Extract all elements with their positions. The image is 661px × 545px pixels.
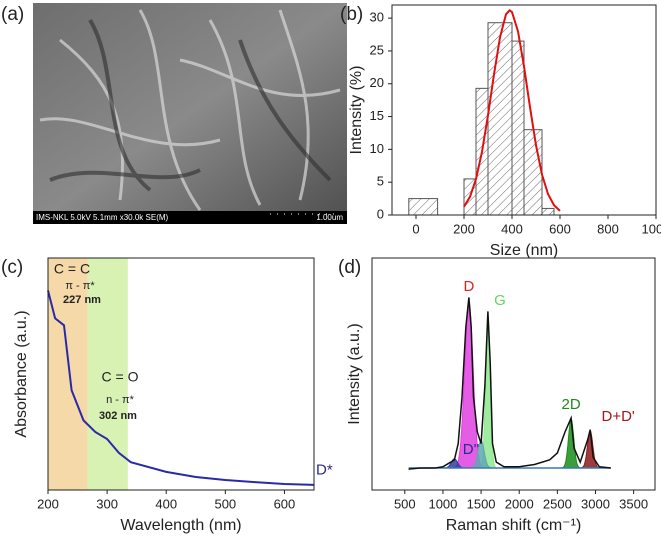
x-tick-label: 2000 <box>505 496 534 511</box>
peak-label: D* <box>316 462 333 479</box>
x-axis-label: Raman shift (cm⁻¹) <box>446 517 582 534</box>
peak-label: D <box>463 278 474 295</box>
scale-bar-label: 1.00um <box>316 213 343 222</box>
x-tick-label: 500 <box>214 496 236 511</box>
histogram-bar <box>523 129 543 216</box>
peak-label: 2D <box>561 396 580 413</box>
x-tick-label: 0 <box>412 221 419 236</box>
histogram-bar <box>541 207 555 216</box>
wavelength-band <box>48 258 88 490</box>
sem-image: IMS-NKL 5.0kV 5.1mm x30.0k SE(M) 1.00um <box>33 3 347 224</box>
panel-label: (d) <box>338 257 361 278</box>
y-tick-label: 0 <box>377 206 384 221</box>
y-axis-label: Absorbance (a.u.) <box>13 310 30 437</box>
x-tick-label: 400 <box>501 221 523 236</box>
annotation: C = C <box>54 261 90 277</box>
x-tick-label: 800 <box>597 221 619 236</box>
y-axis-label: Intensity (%) <box>348 66 365 155</box>
x-tick-label: 200 <box>37 496 59 511</box>
annotation: π - π* <box>65 280 95 292</box>
annotation: 227 nm <box>63 294 101 306</box>
x-tick-label: 2500 <box>543 496 572 511</box>
chart-panel: 500 1000 1500 2000 2500 3000 3500 Raman shift (… <box>316 257 656 534</box>
peak-label: G <box>494 292 506 309</box>
fit-component <box>559 418 582 469</box>
x-axis-label: Size (nm) <box>490 242 558 259</box>
fit-component <box>578 429 601 469</box>
x-axis-label: Wavelength (nm) <box>120 517 241 534</box>
fit-curve <box>463 8 561 212</box>
panel-label: (c) <box>1 257 23 278</box>
x-tick-label: 1000 <box>428 496 457 511</box>
x-tick-label: 500 <box>394 496 416 511</box>
y-tick-label: 30 <box>370 10 384 25</box>
y-tick-label: 10 <box>370 141 384 156</box>
peak-label: D'' <box>463 441 480 458</box>
y-axis-label: Intensity (a.u.) <box>346 323 363 424</box>
absorbance-line <box>47 290 315 486</box>
plot-frame <box>391 4 657 216</box>
histogram-bar <box>511 40 525 216</box>
plot-frame <box>371 257 656 491</box>
y-tick-label: 20 <box>370 75 384 90</box>
x-tick-label: 400 <box>155 496 177 511</box>
annotation: 302 nm <box>99 410 137 422</box>
panel-label: (a) <box>1 4 24 25</box>
x-tick-label: 600 <box>549 221 571 236</box>
sem-caption: IMS-NKL 5.0kV 5.1mm x30.0k SE(M) <box>36 213 169 222</box>
x-tick-label: 3500 <box>619 496 648 511</box>
x-tick-label: 600 <box>274 496 296 511</box>
panel-label: (b) <box>340 4 363 25</box>
histogram-bar <box>408 198 439 216</box>
chart-panel: 200 300 400 500 600 Wavelength (nm) Absorbance… <box>13 257 315 534</box>
y-tick-label: 15 <box>370 108 384 123</box>
x-tick-label: 300 <box>96 496 118 511</box>
x-tick-label: 3000 <box>581 496 610 511</box>
x-tick-label: 1500 <box>467 496 496 511</box>
peak-label: D+D' <box>602 408 635 425</box>
y-tick-label: 25 <box>370 42 384 57</box>
x-tick-label: 1000 <box>642 221 661 236</box>
wavelength-band <box>87 258 128 490</box>
y-tick-label: 5 <box>377 174 384 189</box>
annotation: C = O <box>102 369 139 385</box>
raman-spectrum <box>408 297 611 470</box>
x-tick-label: 200 <box>453 221 475 236</box>
annotation: n - π* <box>106 394 134 406</box>
histogram-bar <box>487 22 513 216</box>
chart-panel: 0 200 400 600 800 1000 0 5 10 15 20 25 30 Size (nm) In… <box>348 4 661 259</box>
plot-frame <box>47 257 315 491</box>
